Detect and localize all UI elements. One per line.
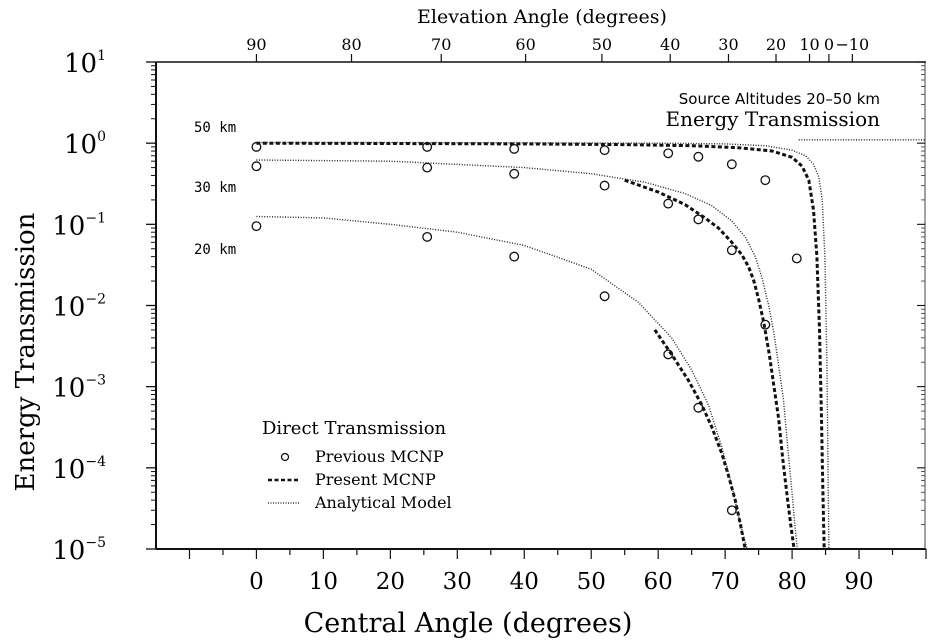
chart-title-line2: Energy Transmission [665,107,880,131]
legend: Direct Transmission Previous MCNP Presen… [262,418,452,512]
data-point-previous-mcnp [791,253,802,264]
data-point-previous-mcnp [693,214,704,225]
top-tick-label: 70 [431,35,451,54]
top-tick-label: 60 [515,35,535,54]
bottom-tick-label: 20 [376,569,405,595]
legend-circle-marker [280,452,290,462]
series-label-50km: 50 km [194,120,236,136]
left-tick-label: 100 [64,129,106,160]
x-axis-title: Central Angle (degrees) [304,608,633,639]
data-point-previous-mcnp [509,143,520,154]
top-tick-label: 20 [766,35,786,54]
top-tick-label: −10 [835,35,869,54]
data-point-previous-mcnp [509,251,520,262]
data-point-previous-mcnp [663,198,674,209]
left-tick-label: 10−3 [52,373,106,404]
data-point-previous-mcnp [663,148,674,159]
bottom-tick-label: 70 [710,569,739,595]
bottom-tick-label: 40 [510,569,539,595]
labels-layer: Central Angle (degrees) Elevation Angle … [11,6,880,639]
data-point-previous-mcnp [599,145,610,156]
data-point-previous-mcnp [422,162,433,173]
legend-title: Direct Transmission [262,418,447,439]
top-tick-label: 0 [824,35,834,54]
data-point-previous-mcnp [726,159,737,170]
bottom-tick-label: 60 [644,569,673,595]
top-tick-label: 50 [592,35,612,54]
data-point-previous-mcnp [422,231,433,242]
data-point-previous-mcnp [693,151,704,162]
legend-entry-present-mcnp: Present MCNP [315,470,436,489]
left-tick-label: 10−1 [52,210,106,241]
bottom-tick-label: 10 [309,569,338,595]
top-tick-label: 90 [246,35,266,54]
bottom-tick-label: 0 [249,569,264,595]
curve-analytical-model [256,215,748,550]
data-point-previous-mcnp [251,221,262,232]
left-tick-label: 10−5 [52,535,106,566]
chart-title-line1: Source Altitudes 20–50 km [679,90,880,108]
data-point-previous-mcnp [251,161,262,172]
curve-present-mcnp [653,329,747,550]
data-point-previous-mcnp [726,245,737,256]
left-tick-label: 10−2 [52,292,106,323]
data-point-previous-mcnp [599,180,610,191]
data-point-previous-mcnp [760,175,771,186]
data-point-previous-mcnp [509,168,520,179]
top-tick-label: 80 [341,35,361,54]
legend-entry-analytical-model: Analytical Model [314,493,452,512]
top-tick-label: 30 [718,35,738,54]
y-axis-title: Energy Transmission [11,212,41,491]
plot-frame-layer [155,61,926,550]
data-point-previous-mcnp [726,505,737,516]
series-label-20km: 20 km [194,242,236,258]
top-tick-label: 40 [660,35,680,54]
left-tick-label: 10−4 [52,454,106,485]
bottom-tick-label: 50 [577,569,606,595]
legend-entry-previous-mcnp: Previous MCNP [315,447,444,466]
curve-present-mcnp [256,141,826,550]
top-axis-title: Elevation Angle (degrees) [417,6,667,28]
bottom-tick-label: 90 [844,569,873,595]
data-point-previous-mcnp [599,291,610,302]
curve-analytical-model [256,159,799,550]
left-tick-label: 101 [64,48,106,79]
top-tick-label: 10 [799,35,819,54]
series-layer [251,139,926,550]
series-label-30km: 30 km [194,180,236,196]
curve-present-mcnp [624,178,796,550]
data-point-previous-mcnp [663,349,674,360]
data-point-previous-mcnp [760,319,771,330]
bottom-tick-label: 80 [777,569,806,595]
bottom-tick-label: 30 [443,569,472,595]
